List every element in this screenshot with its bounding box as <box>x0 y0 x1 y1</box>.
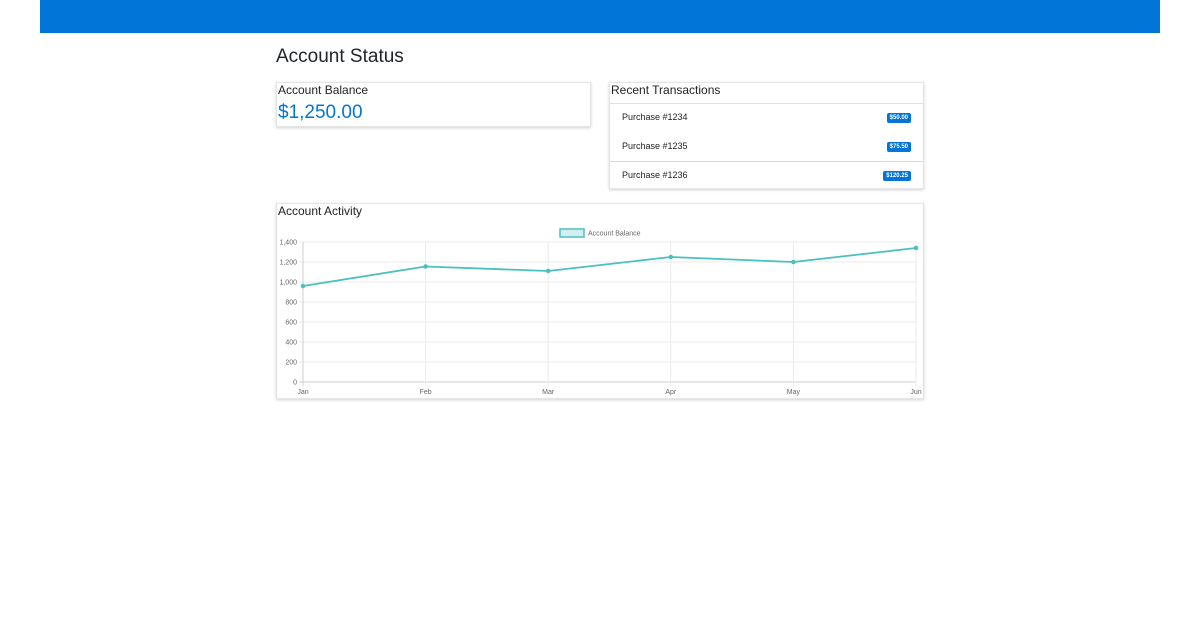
legend-label: Account Balance <box>588 231 641 238</box>
transaction-amount-badge: $50.00 <box>886 113 911 123</box>
x-tick-label: Jan <box>297 389 308 396</box>
data-point <box>791 259 796 265</box>
x-tick-label: Jun <box>910 389 921 396</box>
page-title: Account Status <box>276 46 404 67</box>
data-point <box>300 283 306 289</box>
transaction-row[interactable]: Purchase #1235 $75.50 <box>610 133 923 162</box>
x-tick-label: Feb <box>420 389 432 396</box>
y-tick-label: 1,000 <box>279 280 297 287</box>
account-activity-card: Account Activity 0 200 400 600 800 1,000 1,200… <box>276 203 924 399</box>
y-tick-label: 600 <box>285 320 297 327</box>
transaction-label: Purchase #1235 <box>622 140 688 151</box>
legend-swatch <box>559 228 585 238</box>
data-point <box>423 264 428 269</box>
transaction-amount-badge: $75.50 <box>886 141 911 152</box>
recent-transactions-header: Recent Transactions <box>610 83 923 104</box>
data-point <box>668 254 674 260</box>
y-tick-label: 0 <box>293 380 297 387</box>
recent-transactions-title: Recent Transactions <box>611 83 721 97</box>
series-line <box>302 247 917 287</box>
transaction-amount-badge: $120.25 <box>883 171 911 181</box>
account-balance-card: Account Balance $1,250.00 <box>276 82 591 127</box>
account-balance-value: $1,250.00 <box>278 102 363 123</box>
account-activity-chart: 0 200 400 600 800 1,000 1,200 1,400 Jan Feb Mar Apr… <box>279 228 922 396</box>
recent-transactions-card: Recent Transactions Purchase #1234 $50.0… <box>609 82 924 189</box>
y-tick-label: 1,200 <box>279 260 297 267</box>
y-tick-label: 1,400 <box>279 240 297 247</box>
y-tick-label: 200 <box>285 360 297 367</box>
x-tick-label: Mar <box>542 389 555 396</box>
data-point <box>913 245 919 251</box>
top-nav-bar <box>40 0 1160 33</box>
account-balance-title: Account Balance <box>278 83 369 97</box>
transaction-label: Purchase #1234 <box>622 112 688 122</box>
y-tick-label: 400 <box>285 340 297 347</box>
transaction-label: Purchase #1236 <box>622 170 688 180</box>
x-tick-label: May <box>787 389 801 396</box>
transaction-row[interactable]: Purchase #1234 $50.00 <box>610 104 923 133</box>
data-point <box>545 268 551 274</box>
transaction-row[interactable]: Purchase #1236 $120.25 <box>610 161 923 190</box>
x-tick-label: Apr <box>665 389 677 396</box>
account-activity-title: Account Activity <box>278 204 363 218</box>
y-tick-label: 800 <box>285 300 297 307</box>
